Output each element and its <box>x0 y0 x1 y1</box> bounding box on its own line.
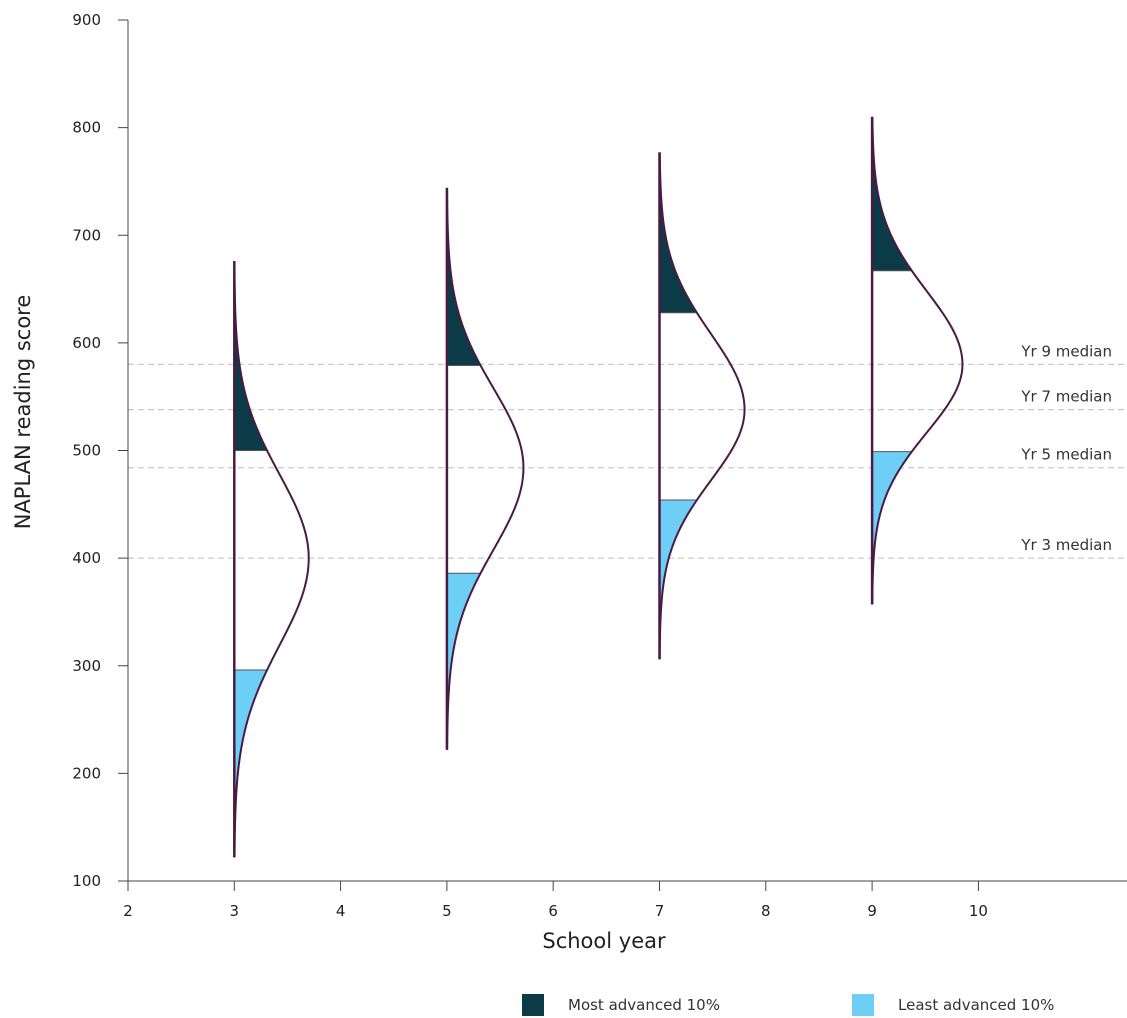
distributions <box>233 116 964 858</box>
legend-swatch <box>852 994 874 1016</box>
least-advanced-area <box>659 500 697 660</box>
x-axis-title: School year <box>542 929 666 953</box>
distribution-outline <box>446 187 525 750</box>
y-tick-label: 200 <box>72 764 101 782</box>
y-tick-label: 700 <box>72 226 101 244</box>
median-label: Yr 7 median <box>1020 388 1112 406</box>
least-advanced-area <box>872 451 912 605</box>
most-advanced-area <box>872 116 912 271</box>
y-ticks: 100 200 300 400 500 600 700 800 900 <box>72 11 128 890</box>
y-axis-title: NAPLAN reading score <box>11 295 35 530</box>
legend-label: Most advanced 10% <box>568 996 720 1014</box>
median-label: Yr 9 median <box>1020 342 1112 360</box>
axes <box>127 20 1127 882</box>
x-tick-label: 5 <box>442 902 452 920</box>
x-tick-label: 10 <box>969 902 988 920</box>
legend: Most advanced 10% Least advanced 10% <box>522 994 1054 1016</box>
y-tick-label: 300 <box>72 657 101 675</box>
x-tick-label: 4 <box>336 902 346 920</box>
most-advanced-area <box>446 187 481 366</box>
median-lines: Yr 9 median Yr 7 median Yr 5 median Yr 3 me… <box>128 342 1127 559</box>
median-label: Yr 3 median <box>1020 536 1112 554</box>
least-advanced-area <box>446 573 481 750</box>
legend-label: Least advanced 10% <box>898 996 1054 1014</box>
y-tick-label: 800 <box>72 119 101 137</box>
median-label: Yr 5 median <box>1020 446 1112 464</box>
y-tick-label: 400 <box>72 549 101 567</box>
distribution-outline <box>658 152 746 660</box>
y-tick-label: 100 <box>72 872 101 890</box>
y-tick-label: 500 <box>72 442 101 460</box>
x-ticks: 2 3 4 5 6 7 8 9 10 <box>123 881 988 920</box>
y-tick-label: 600 <box>72 334 101 352</box>
x-tick-label: 3 <box>230 902 240 920</box>
distribution-outline <box>233 261 310 858</box>
y-tick-label: 900 <box>72 11 101 29</box>
most-advanced-area <box>659 152 697 313</box>
most-advanced-area <box>234 261 268 451</box>
distribution-outline <box>871 116 964 605</box>
x-tick-label: 9 <box>867 902 877 920</box>
x-tick-label: 7 <box>655 902 665 920</box>
x-tick-label: 8 <box>761 902 771 920</box>
x-tick-label: 6 <box>548 902 558 920</box>
x-tick-label: 2 <box>123 902 133 920</box>
least-advanced-area <box>234 670 268 858</box>
legend-swatch <box>522 994 544 1016</box>
